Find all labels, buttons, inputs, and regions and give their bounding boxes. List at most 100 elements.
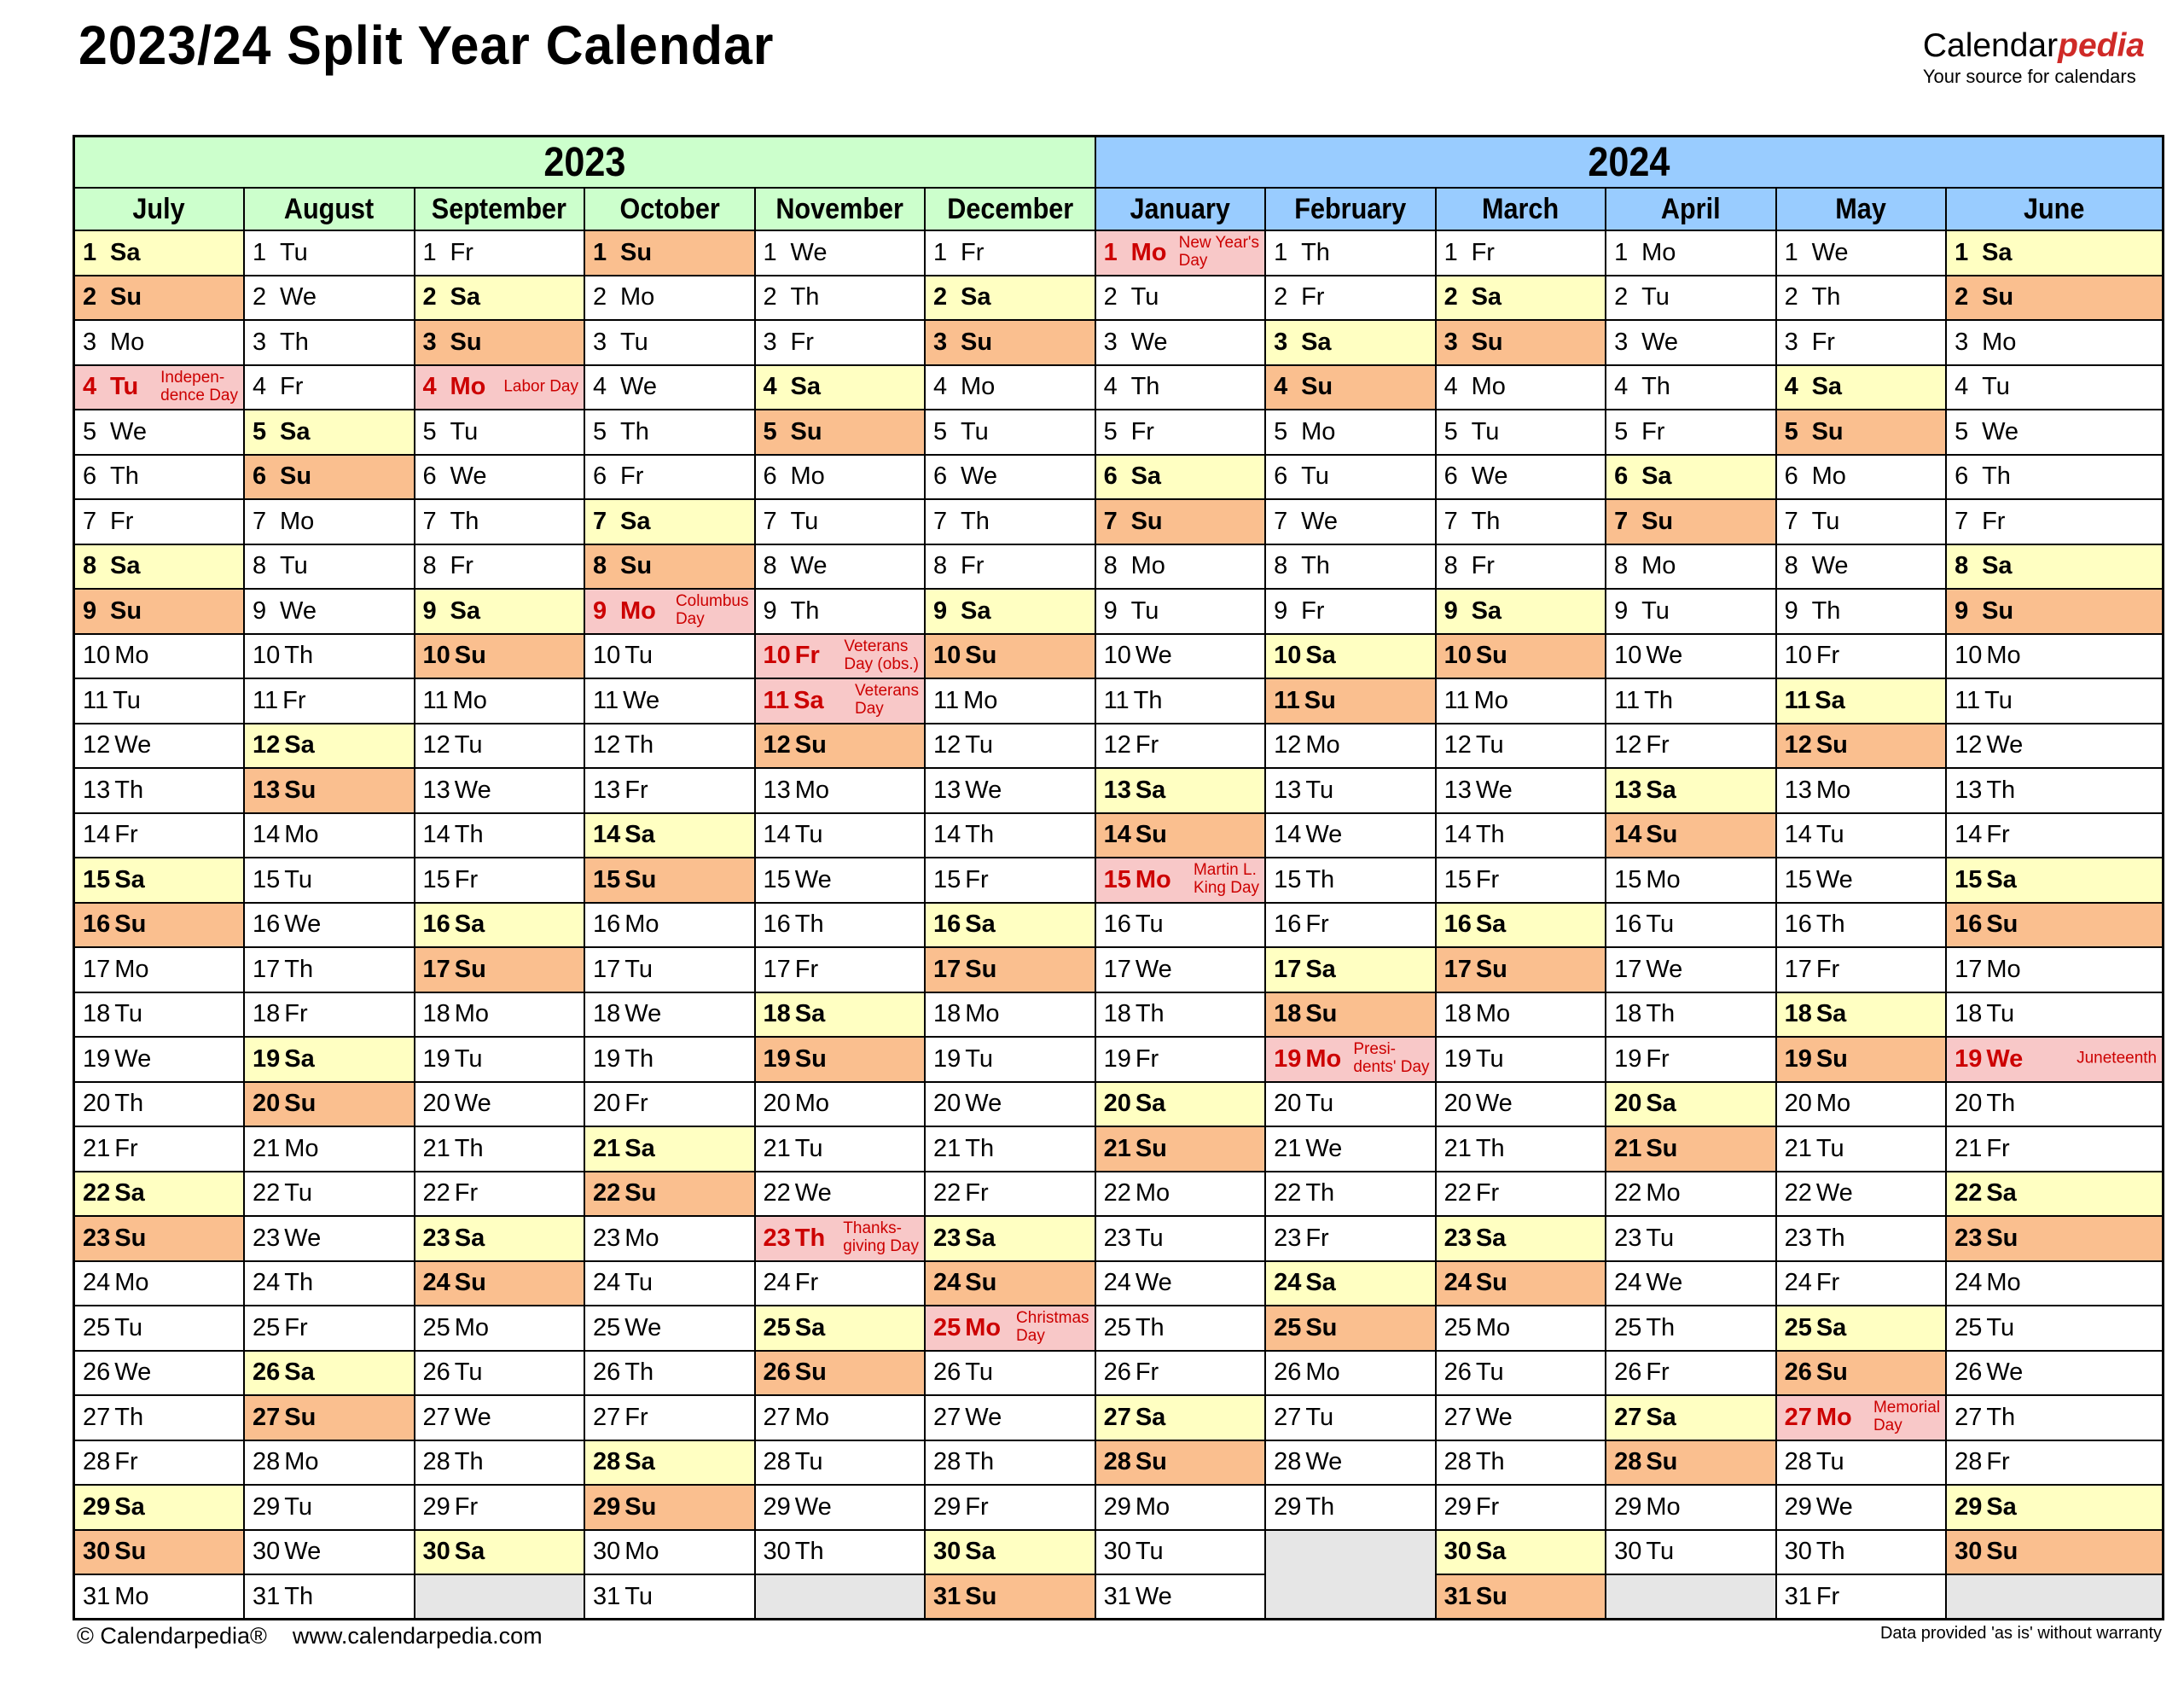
day-cell-february-20: 20 Tu: [1264, 1080, 1437, 1127]
weekday-abbr: Fr: [624, 1403, 648, 1431]
weekday-abbr: Su: [1811, 417, 1844, 445]
weekday-abbr: Mo: [114, 642, 149, 670]
weekday-abbr: Su: [1982, 596, 2014, 625]
day-number: 6: [253, 463, 267, 491]
day-cell-may-20: 20 Mo: [1774, 1080, 1948, 1127]
day-number: 7: [1614, 507, 1629, 535]
day-number: 3: [1103, 328, 1118, 356]
day-number: 20: [1443, 1090, 1472, 1118]
day-cell-august-26: 26 Sa: [243, 1349, 415, 1396]
day-cell-content: 25 Fr: [246, 1314, 413, 1342]
day-number: 21: [763, 1134, 791, 1162]
weekday-abbr: Sa: [110, 552, 141, 580]
weekday-abbr: Mo: [1130, 552, 1165, 580]
day-cell-may-7: 7 Tu: [1774, 498, 1948, 545]
day-number: 11: [1443, 686, 1470, 714]
day-cell-content: 19 Fr: [1097, 1045, 1264, 1073]
day-cell-june-22: 22 Sa: [1945, 1170, 2164, 1217]
day-cell-content: 9 Mo Columbus Day: [586, 592, 753, 628]
day-cell-content: 17 We: [1097, 956, 1264, 984]
weekday-abbr: Fr: [790, 328, 814, 356]
weekday-abbr: Tu: [790, 507, 819, 535]
day-cell-april-16: 16 Tu: [1605, 901, 1777, 948]
day-cell-april-20: 20 Sa: [1605, 1080, 1777, 1127]
day-number: 17: [1784, 955, 1812, 983]
day-cell-september-3: 3 Su: [413, 319, 585, 366]
day-cell-february-3: 3 Sa: [1264, 319, 1437, 366]
day-cell-december-5: 5 Tu: [924, 409, 1096, 456]
weekday-abbr: We: [114, 1358, 152, 1387]
day-cell-content: 12 Sa: [246, 731, 413, 759]
day-cell-november-20: 20 Mo: [753, 1080, 926, 1127]
day-cell-content: 15 Fr: [926, 865, 1094, 894]
day-cell-june-28: 28 Fr: [1945, 1439, 2164, 1486]
weekday-abbr: Fr: [284, 1000, 308, 1028]
day-cell-june-23: 23 Su: [1945, 1215, 2164, 1262]
day-cell-content: 22 Sa: [1948, 1179, 2162, 1207]
weekday-abbr: Th: [965, 1134, 995, 1162]
day-cell-content: 21 Mo: [246, 1135, 413, 1163]
weekday-abbr: Mo: [1305, 1044, 1342, 1073]
day-cell-content: 12 Su: [1778, 731, 1945, 759]
day-number: 10: [83, 642, 111, 670]
day-cell-july-23: 23 Su: [73, 1215, 245, 1262]
day-cell-content: 10 Sa: [1267, 642, 1434, 670]
day-number: 10: [1614, 642, 1642, 670]
day-number: 2: [1103, 283, 1118, 311]
weekday-abbr: Mo: [620, 596, 656, 625]
day-number: 30: [593, 1538, 621, 1566]
day-number: 23: [763, 1224, 791, 1252]
weekday-abbr: Tu: [624, 642, 653, 670]
weekday-abbr: Su: [284, 1403, 317, 1431]
day-cell-content: 13 Fr: [586, 777, 753, 805]
day-cell-august-20: 20 Su: [243, 1080, 415, 1127]
day-number: 1: [1784, 238, 1798, 266]
weekday-abbr: Tu: [1135, 1538, 1164, 1566]
weekday-abbr: Th: [450, 507, 479, 535]
day-number: 5: [1784, 417, 1798, 445]
day-number: 29: [83, 1492, 111, 1521]
day-number: 29: [1955, 1492, 1983, 1521]
weekday-abbr: Fr: [1305, 1224, 1329, 1252]
day-cell-june-4: 4 Tu: [1945, 364, 2164, 410]
day-number: 8: [1614, 552, 1629, 580]
day-number: 22: [83, 1179, 111, 1207]
day-cell-june-19: 19 We Juneteenth: [1945, 1036, 2164, 1083]
weekday-abbr: Th: [624, 731, 654, 759]
weekday-abbr: Sa: [284, 1044, 315, 1073]
day-cell-content: 3 Su: [415, 329, 583, 357]
day-cell-june-20: 20 Th: [1945, 1080, 2164, 1127]
day-cell-march-19: 19 Tu: [1434, 1036, 1607, 1083]
day-cell-march-15: 15 Fr: [1434, 857, 1607, 904]
weekday-abbr: Fr: [965, 865, 989, 893]
day-number: 23: [253, 1224, 281, 1252]
day-number: 9: [1443, 596, 1458, 625]
day-cell-february-11: 11 Su: [1264, 678, 1437, 724]
day-number: 31: [1443, 1582, 1472, 1610]
day-cell-content: 9 Sa: [415, 597, 583, 625]
day-cell-november-13: 13 Mo: [753, 767, 926, 814]
day-number: 2: [1443, 283, 1458, 311]
day-cell-september-2: 2 Sa: [413, 274, 585, 321]
day-cell-content: 29 We: [756, 1493, 923, 1521]
day-cell-february-2: 2 Fr: [1264, 274, 1437, 321]
month-label-september: September: [432, 192, 567, 225]
weekday-abbr: Th: [114, 1403, 144, 1431]
day-cell-content: 21 Fr: [75, 1135, 242, 1163]
day-cell-january-30: 30 Tu: [1094, 1528, 1267, 1575]
weekday-abbr: Fr: [1475, 865, 1500, 893]
weekday-abbr: Tu: [284, 1179, 313, 1207]
day-cell-content: 26 Fr: [1607, 1358, 1774, 1387]
day-cell-february-13: 13 Tu: [1264, 767, 1437, 814]
website-link[interactable]: www.calendarpedia.com: [292, 1623, 543, 1649]
day-cell-content: 30 Tu: [1097, 1538, 1264, 1566]
weekday-abbr: We: [1130, 328, 1168, 356]
day-cell-january-25: 25 Th: [1094, 1305, 1267, 1352]
empty-cell-september-31: [413, 1574, 585, 1620]
day-cell-january-4: 4 Th: [1094, 364, 1267, 410]
day-number: 1: [1274, 238, 1288, 266]
weekday-abbr: We: [280, 596, 317, 625]
day-cell-june-14: 14 Fr: [1945, 812, 2164, 858]
weekday-abbr: Sa: [454, 1224, 485, 1252]
day-cell-october-25: 25 We: [584, 1305, 756, 1352]
